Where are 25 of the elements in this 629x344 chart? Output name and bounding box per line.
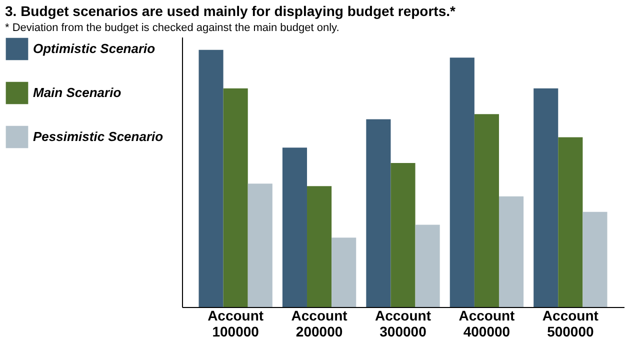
x-tick-label: Account 100000 (208, 308, 264, 340)
bar (582, 212, 608, 307)
bar (307, 186, 332, 307)
bar (332, 238, 356, 307)
legend-label: Main Scenario (33, 85, 122, 100)
bar (474, 114, 499, 307)
text: * Deviation from the budget is checked against the main budget only. (5, 22, 340, 34)
chart-title: 3. Budget scenarios are used mainly for displaying budget reports.* (5, 3, 456, 19)
bar (390, 163, 416, 307)
bar (198, 50, 224, 307)
bar (558, 137, 583, 307)
bar (415, 224, 440, 307)
bar (450, 58, 474, 307)
x-tick-label: Account 500000 (542, 308, 599, 340)
bar (248, 184, 272, 307)
legend-label: Optimistic Scenario (33, 41, 156, 56)
bar (366, 119, 391, 307)
x-tick-label: Account 300000 (375, 308, 432, 340)
bar (498, 196, 524, 307)
bar (282, 148, 308, 307)
legend-label: Pessimistic Scenario (33, 129, 164, 144)
x-tick-label: Account 200000 (291, 308, 348, 340)
x-tick-label: Account 400000 (458, 308, 516, 340)
bar (223, 88, 248, 307)
bar (534, 88, 558, 307)
